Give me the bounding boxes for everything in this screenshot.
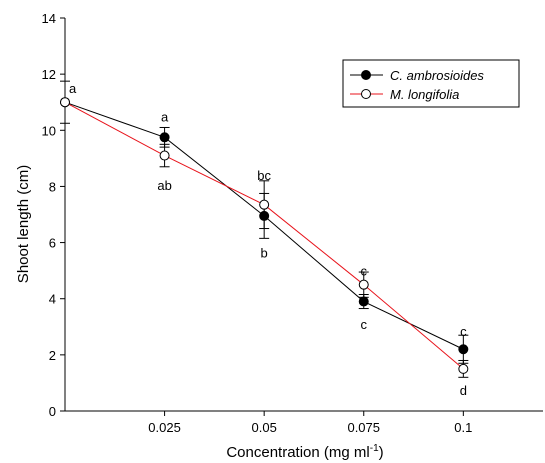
data-point-m-longifolia	[358, 279, 369, 290]
y-tick-label: 2	[49, 348, 56, 363]
data-point-c-ambrosioides	[159, 132, 170, 143]
legend-marker-m-longifolia	[361, 89, 371, 99]
x-tick-label: 0.075	[347, 420, 380, 435]
significance-label: c	[460, 324, 467, 339]
x-axis-title: Concentration (mg ml-1)	[226, 443, 383, 461]
legend-label-m-longifolia: M. longifolia	[390, 87, 459, 102]
data-point-m-longifolia	[259, 199, 270, 210]
x-axis-title-superscript: -1	[370, 443, 379, 454]
x-tick-label: 0.025	[148, 420, 181, 435]
legend-marker-c-ambrosioides	[361, 70, 371, 80]
data-point-c-ambrosioides	[259, 210, 270, 221]
significance-label: c	[361, 264, 368, 279]
legend-label-c-ambrosioides: C. ambrosioides	[390, 68, 484, 83]
significance-label: a	[69, 81, 77, 96]
data-point-m-longifolia	[60, 97, 70, 108]
data-point-m-longifolia	[458, 363, 469, 374]
y-tick-label: 12	[42, 67, 56, 82]
legend-box	[342, 59, 520, 108]
y-axis-title: Shoot length (cm)	[15, 165, 32, 283]
x-tick-label: 0.1	[454, 420, 472, 435]
x-axis: 0.025 0.05 0.075 0.1	[148, 411, 472, 435]
significance-label: d	[460, 383, 467, 398]
data-point-m-longifolia	[159, 150, 170, 161]
significance-label: bc	[257, 168, 271, 183]
y-tick-label: 0	[49, 404, 56, 419]
y-tick-label: 10	[42, 123, 56, 138]
y-axis: 0 2 4 6 8 10 12 14	[42, 11, 65, 419]
data-point-c-ambrosioides	[358, 296, 369, 307]
x-axis-title-main: Concentration (mg ml	[226, 444, 369, 461]
x-axis-title-close: )	[379, 444, 384, 461]
x-tick-label: 0.05	[252, 420, 277, 435]
significance-label: ab	[157, 178, 171, 193]
legend: C. ambrosioides M. longifolia	[342, 59, 520, 108]
significance-label: a	[161, 109, 169, 124]
series-layer	[60, 80, 469, 378]
y-tick-label: 6	[49, 236, 56, 251]
significance-label: b	[261, 245, 268, 260]
y-tick-label: 4	[49, 292, 56, 307]
significance-label: c	[361, 317, 368, 332]
y-tick-label: 14	[42, 11, 56, 26]
y-tick-label: 8	[49, 179, 56, 194]
data-point-c-ambrosioides	[458, 344, 469, 355]
